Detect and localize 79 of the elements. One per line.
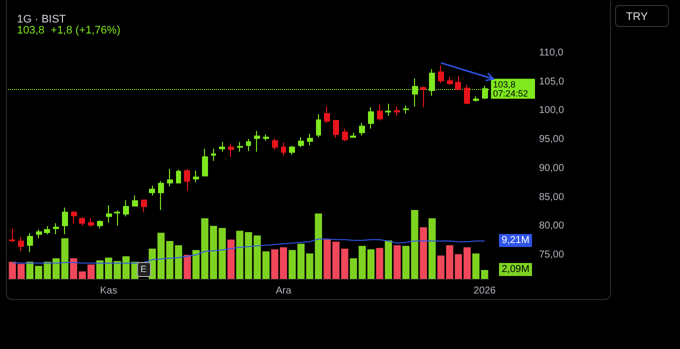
candlestick: [359, 122, 365, 136]
candlestick: [368, 106, 374, 130]
x-tick-label: 2026: [474, 286, 496, 296]
candlestick: [219, 141, 225, 152]
candlestick: [149, 185, 155, 196]
candlestick: [228, 143, 234, 158]
y-tick-label: 80,00: [539, 220, 564, 232]
candlestick: [263, 134, 269, 142]
bar: [394, 245, 401, 279]
candlestick: [27, 232, 33, 253]
candlestick: [254, 130, 260, 152]
candlestick: [167, 168, 173, 187]
candlestick: [202, 148, 208, 176]
ref-line-label: 103,8 07:24:52: [493, 79, 528, 98]
candlestick: [289, 145, 295, 156]
candlestick: [455, 76, 461, 90]
candlestick: [184, 168, 190, 192]
bar: [61, 238, 68, 279]
bar: [428, 218, 436, 279]
bar: [184, 254, 191, 279]
candlestick: [158, 180, 164, 210]
candlestick: [18, 236, 24, 252]
y-tick-label: 105,0: [539, 76, 564, 88]
candlestick: [193, 170, 199, 183]
candlestick: [237, 141, 243, 152]
candlestick: [106, 204, 112, 224]
bar: [70, 258, 78, 279]
candlestick: [281, 142, 286, 156]
candlestick: [79, 216, 85, 226]
candlestick: [447, 76, 453, 86]
candlestick: [394, 106, 400, 116]
candlestick: [438, 65, 444, 84]
bar: [420, 227, 427, 279]
candlestick: [211, 148, 216, 162]
candlestick: [324, 106, 330, 124]
candlestick: [342, 128, 348, 142]
chart-title: 1G · BIST: [17, 14, 66, 26]
candlestick: [62, 207, 68, 235]
candlestick: [53, 222, 59, 235]
text: TRY: [615, 5, 669, 27]
y-tick-label: 95,00: [539, 134, 564, 146]
text: 2,09M: [498, 263, 532, 276]
y-tick-label: 75,00: [539, 250, 564, 260]
candlestick: [71, 210, 77, 224]
bar: [376, 248, 384, 279]
candlestick: [385, 103, 391, 116]
y-tick-label: 90,00: [539, 162, 564, 174]
candlestick: [420, 86, 426, 108]
candlestick: [36, 229, 42, 239]
bar: [384, 240, 392, 279]
y-tick-label: 100,0: [539, 105, 564, 116]
candlestick: [350, 132, 356, 138]
candlestick: [97, 220, 103, 229]
candlestick: [377, 104, 383, 122]
x-tick-label: Ara: [276, 286, 292, 296]
candlestick: [464, 84, 470, 105]
candlestick: [141, 199, 147, 213]
y-tick-label: 85,00: [539, 192, 564, 203]
candlestick: [176, 169, 181, 184]
candlestick: [403, 105, 409, 114]
x-tick-label: Kas: [100, 286, 118, 296]
candlestick: [333, 119, 339, 138]
candlestick: [307, 133, 313, 146]
candlestick: [298, 136, 304, 148]
text: 9,21M: [498, 234, 532, 248]
candlestick: [246, 138, 251, 152]
candlestick: [88, 218, 94, 228]
candlestick: [114, 210, 120, 226]
candlestick: [316, 114, 321, 138]
candlestick: [132, 195, 138, 208]
annotation: E: [136, 262, 151, 277]
candlestick: [272, 138, 278, 150]
candlestick: [123, 200, 129, 217]
chart-subtitle: 103,8 +1,8 (+1,76%): [17, 24, 120, 36]
candlestick: [473, 96, 479, 102]
candlestick: [9, 228, 15, 243]
y-tick-label: 110,0: [539, 48, 564, 58]
candlestick: [44, 226, 50, 235]
bar: [227, 240, 235, 279]
